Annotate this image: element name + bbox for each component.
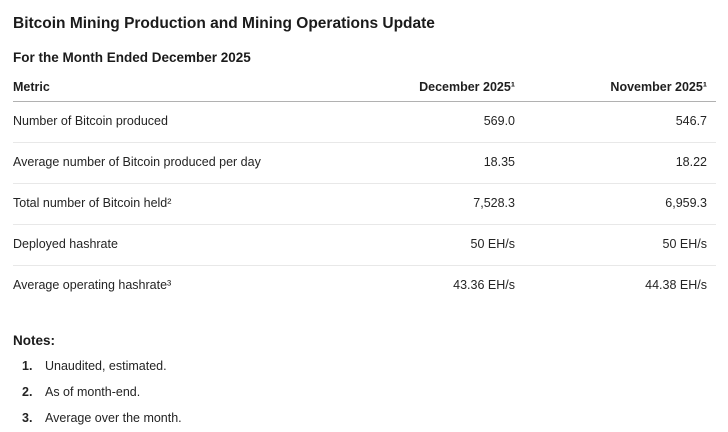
table-row: Total number of Bitcoin held² 7,528.3 6,… — [13, 183, 716, 225]
table-header: Metric December 2025¹ November 2025¹ — [13, 79, 716, 102]
note-item: 1. Unaudited, estimated. — [13, 358, 716, 374]
metrics-table: Metric December 2025¹ November 2025¹ Num… — [13, 79, 716, 306]
note-number: 1. — [22, 359, 33, 373]
notes-heading: Notes: — [13, 333, 56, 348]
table-row: Average number of Bitcoin produced per d… — [13, 142, 716, 184]
note-number: 2. — [22, 385, 33, 399]
november-value: 50 EH/s — [515, 224, 716, 266]
december-value: 569.0 — [335, 101, 515, 143]
table-row: Number of Bitcoin produced 569.0 546.7 — [13, 101, 716, 143]
note-item: 3. Average over the month. — [13, 410, 716, 426]
december-value: 50 EH/s — [335, 224, 515, 266]
metric-label: Number of Bitcoin produced — [13, 101, 335, 143]
note-text: Average over the month. — [45, 411, 182, 425]
table-row: Average operating hashrate³ 43.36 EH/s 4… — [13, 266, 716, 307]
note-text: Unaudited, estimated. — [45, 359, 167, 373]
metric-label: Average operating hashrate³ — [13, 278, 172, 292]
november-value: 44.38 EH/s — [645, 278, 707, 292]
notes-list: 1. Unaudited, estimated. 2. As of month-… — [13, 358, 716, 426]
note-item: 2. As of month-end. — [13, 384, 716, 400]
november-value: 18.22 — [515, 142, 716, 184]
metric-label: Average number of Bitcoin produced per d… — [13, 142, 335, 184]
november-value: 546.7 — [515, 101, 716, 143]
metric-label: Total number of Bitcoin held² — [13, 183, 335, 225]
page-title: Bitcoin Mining Production and Mining Ope… — [13, 15, 435, 32]
column-header-november: November 2025¹ — [515, 79, 716, 102]
metric-label: Deployed hashrate — [13, 224, 335, 266]
column-header-december: December 2025¹ — [335, 79, 515, 102]
december-value: 18.35 — [335, 142, 515, 184]
note-number: 3. — [22, 411, 33, 425]
november-value: 6,959.3 — [515, 183, 716, 225]
column-header-metric: Metric — [13, 79, 335, 102]
december-value: 7,528.3 — [335, 183, 515, 225]
page-subtitle: For the Month Ended December 2025 — [13, 50, 251, 65]
december-value: 43.36 EH/s — [453, 278, 515, 292]
notes-section: Notes: 1. Unaudited, estimated. 2. As of… — [13, 332, 716, 426]
note-text: As of month-end. — [45, 385, 141, 399]
table-row: Deployed hashrate 50 EH/s 50 EH/s — [13, 224, 716, 266]
